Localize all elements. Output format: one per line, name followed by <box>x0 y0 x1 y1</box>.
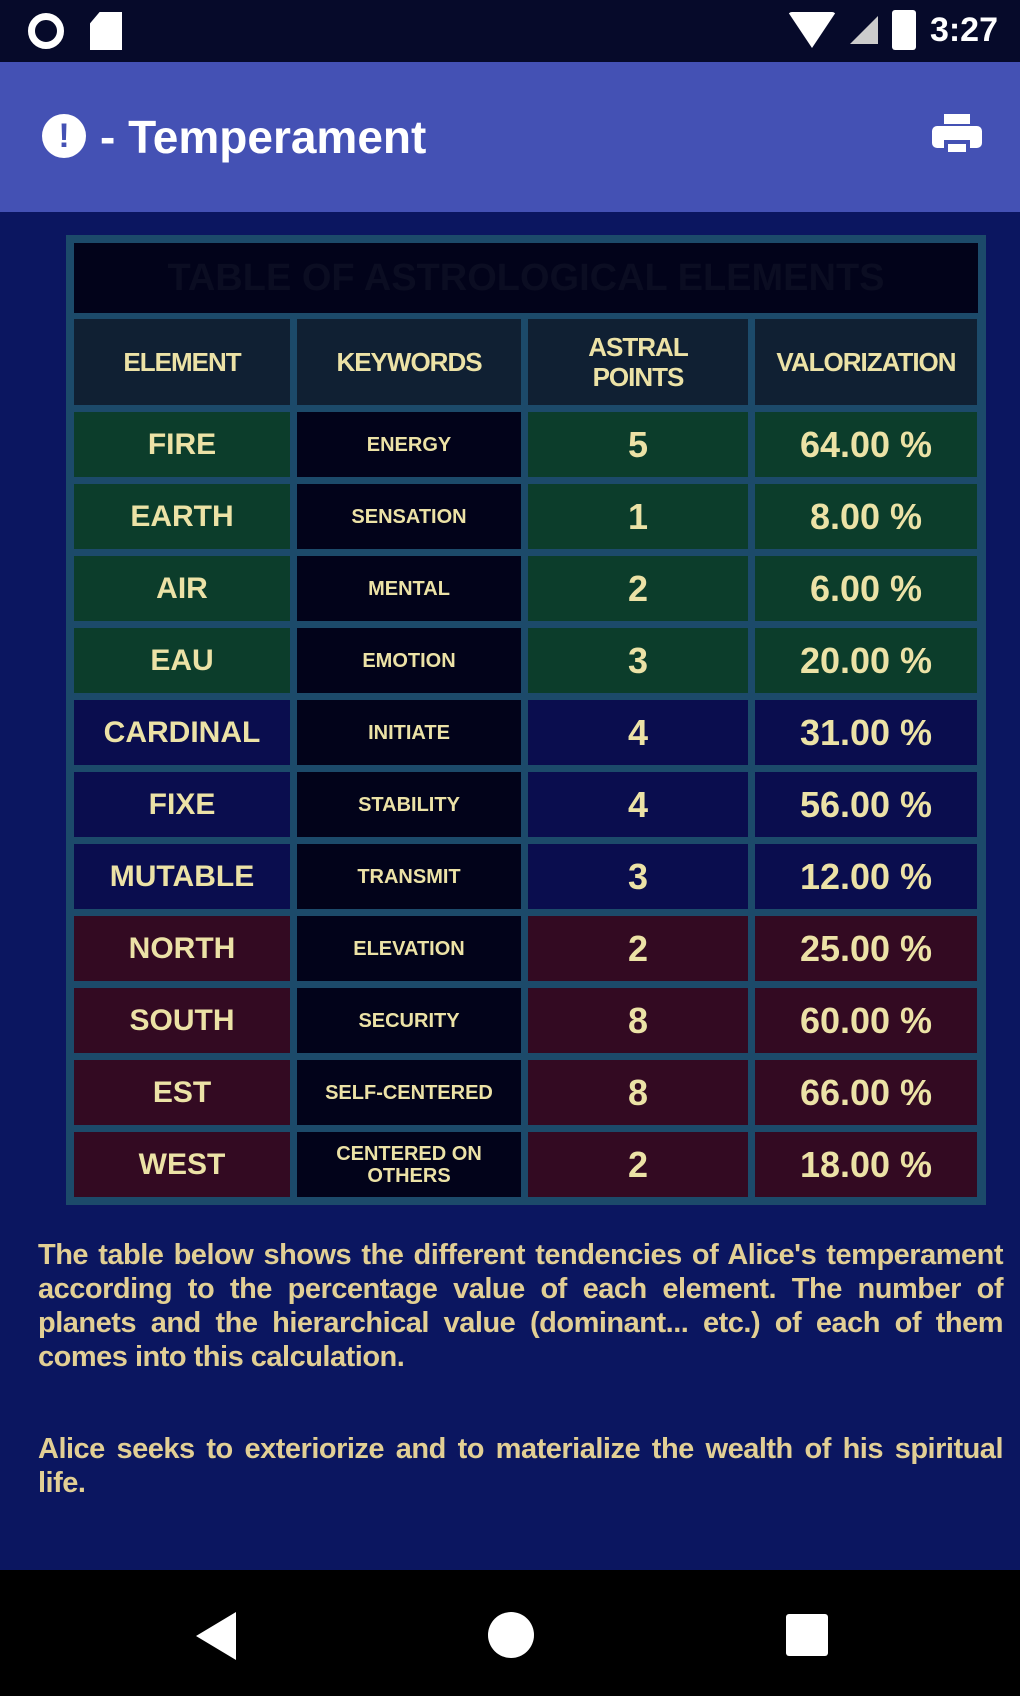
status-bar: 3:27 <box>0 0 1020 62</box>
wifi-icon <box>787 12 836 48</box>
sync-icon <box>28 13 64 49</box>
header-astral-points: ASTRAL POINTS <box>528 319 748 405</box>
cell-value: 31.00 % <box>755 700 977 765</box>
info-icon[interactable]: ! <box>42 114 86 158</box>
cell-points: 2 <box>528 556 748 621</box>
cell-keyword: ENERGY <box>297 412 521 477</box>
header-valorization: VALORIZATION <box>755 319 977 405</box>
cell-points: 4 <box>528 700 748 765</box>
cell-points: 8 <box>528 1060 748 1125</box>
cell-keyword: EMOTION <box>297 628 521 693</box>
cell-value: 66.00 % <box>755 1060 977 1125</box>
cell-keyword: SECURITY <box>297 988 521 1053</box>
cell-value: 64.00 % <box>755 412 977 477</box>
cell-value: 6.00 % <box>755 556 977 621</box>
cell-keyword: INITIATE <box>297 700 521 765</box>
cell-points: 3 <box>528 628 748 693</box>
cell-value: 56.00 % <box>755 772 977 837</box>
elements-table: TABLE OF ASTROLOGICAL ELEMENTS ELEMENT K… <box>66 235 986 1205</box>
cell-value: 20.00 % <box>755 628 977 693</box>
cell-value: 18.00 % <box>755 1132 977 1197</box>
cell-points: 4 <box>528 772 748 837</box>
cell-element: EARTH <box>74 484 290 549</box>
cell-element: CARDINAL <box>74 700 290 765</box>
cell-points: 5 <box>528 412 748 477</box>
navigation-bar <box>0 1570 1020 1696</box>
header-keywords: KEYWORDS <box>297 319 521 405</box>
cell-element: EAU <box>74 628 290 693</box>
description-paragraph: The table below shows the different tend… <box>38 1239 1004 1373</box>
cell-value: 8.00 % <box>755 484 977 549</box>
cell-element: FIXE <box>74 772 290 837</box>
cell-value: 12.00 % <box>755 844 977 909</box>
recent-apps-icon[interactable] <box>786 1614 828 1656</box>
page-title: - Temperament <box>100 111 427 163</box>
cell-keyword: ELEVATION <box>297 916 521 981</box>
cell-element: FIRE <box>74 412 290 477</box>
cell-points: 8 <box>528 988 748 1053</box>
cell-points: 1 <box>528 484 748 549</box>
cell-points: 3 <box>528 844 748 909</box>
print-icon[interactable] <box>932 114 982 156</box>
cell-element: WEST <box>74 1132 290 1197</box>
cell-keyword: SENSATION <box>297 484 521 549</box>
clock: 3:27 <box>929 10 998 49</box>
header-element: ELEMENT <box>74 319 290 405</box>
summary-paragraph: Alice seeks to exteriorize and to materi… <box>38 1433 1004 1499</box>
cell-value: 60.00 % <box>755 988 977 1053</box>
cell-points: 2 <box>528 1132 748 1197</box>
cell-keyword: TRANSMIT <box>297 844 521 909</box>
cell-keyword: SELF-CENTERED <box>297 1060 521 1125</box>
cell-keyword: MENTAL <box>297 556 521 621</box>
table-title: TABLE OF ASTROLOGICAL ELEMENTS <box>74 243 978 313</box>
sd-card-icon <box>90 12 122 50</box>
signal-icon <box>849 16 878 44</box>
battery-icon <box>891 10 916 50</box>
cell-element: EST <box>74 1060 290 1125</box>
app-bar: ! - Temperament <box>0 62 1020 212</box>
cell-element: SOUTH <box>74 988 290 1053</box>
cell-element: AIR <box>74 556 290 621</box>
back-icon[interactable] <box>196 1612 236 1660</box>
cell-value: 25.00 % <box>755 916 977 981</box>
cell-keyword: CENTERED ON OTHERS <box>297 1132 521 1197</box>
cell-element: NORTH <box>74 916 290 981</box>
cell-keyword: STABILITY <box>297 772 521 837</box>
home-icon[interactable] <box>488 1612 534 1658</box>
cell-points: 2 <box>528 916 748 981</box>
cell-element: MUTABLE <box>74 844 290 909</box>
